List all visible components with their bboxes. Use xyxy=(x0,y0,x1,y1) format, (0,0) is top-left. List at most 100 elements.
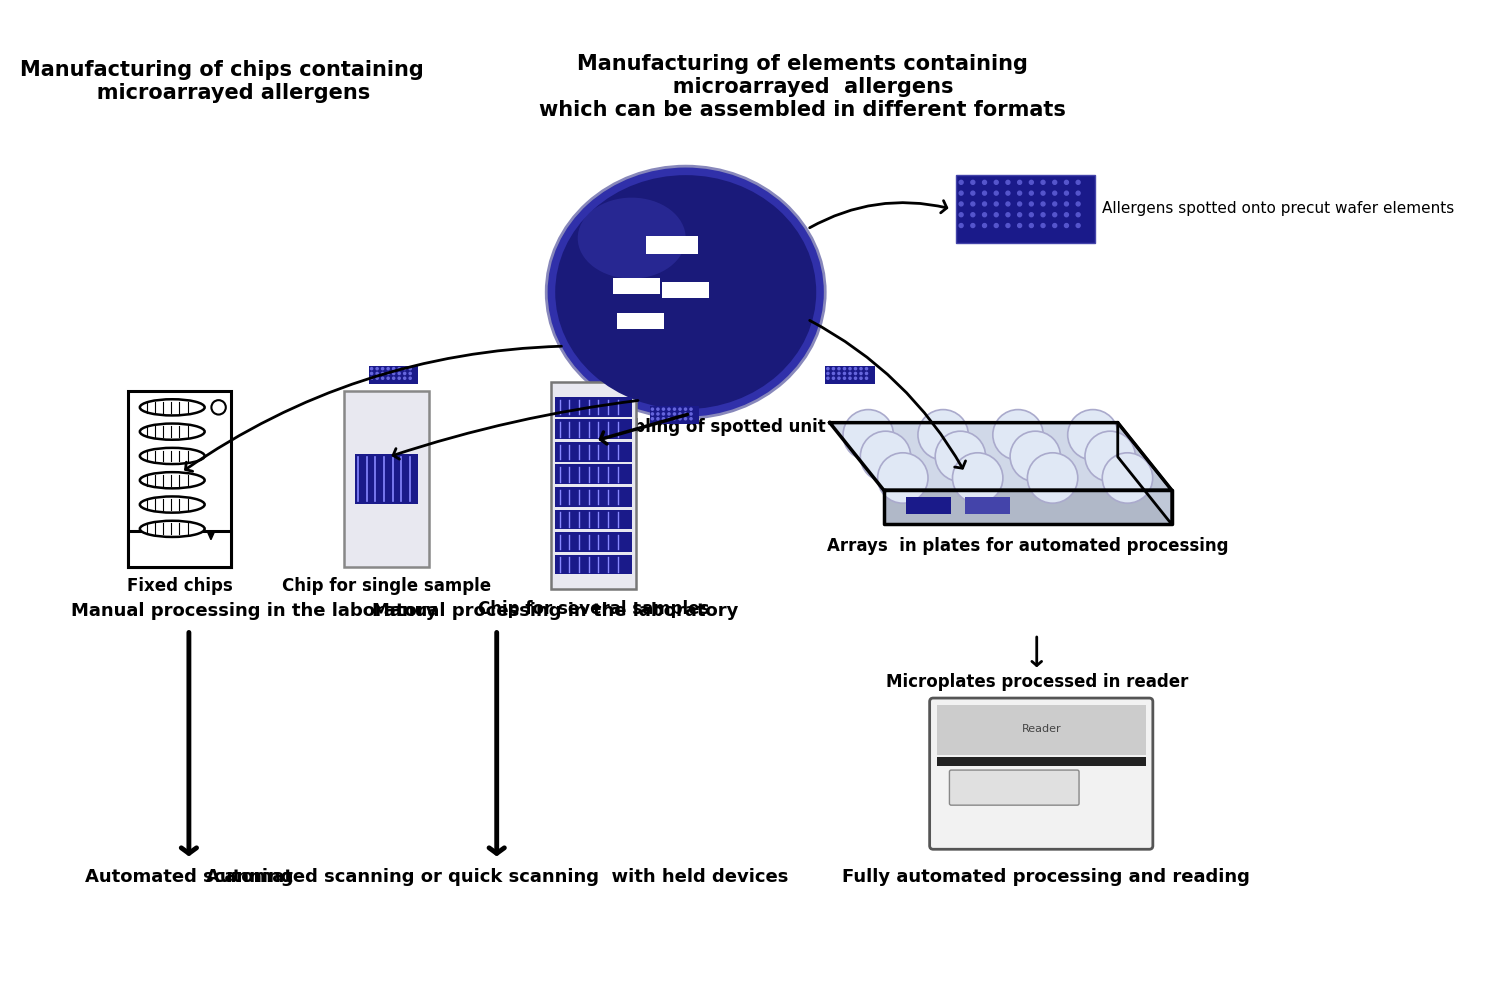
Circle shape xyxy=(855,377,856,379)
Circle shape xyxy=(397,368,400,370)
Bar xyxy=(127,531,232,566)
Text: Manufacturing of elements containing
   microarrayed  allergens
which can be ass: Manufacturing of elements containing mic… xyxy=(539,54,1067,120)
Circle shape xyxy=(376,368,378,370)
Circle shape xyxy=(668,408,669,410)
Circle shape xyxy=(1005,191,1010,195)
Circle shape xyxy=(1017,223,1022,227)
Circle shape xyxy=(843,410,893,460)
Bar xyxy=(937,705,1146,755)
Circle shape xyxy=(844,373,846,375)
Text: Reader: Reader xyxy=(1022,723,1061,733)
Circle shape xyxy=(678,413,681,415)
Circle shape xyxy=(855,373,856,375)
Text: Manufacturing of chips containing
   microarrayed allergens: Manufacturing of chips containing microa… xyxy=(21,60,424,103)
Circle shape xyxy=(849,373,852,375)
Circle shape xyxy=(1005,212,1010,216)
Circle shape xyxy=(371,373,372,375)
Text: Assembling of spotted unit: Assembling of spotted unit xyxy=(572,418,826,436)
Bar xyxy=(556,420,632,439)
Circle shape xyxy=(1029,202,1034,205)
Circle shape xyxy=(1017,202,1022,205)
Bar xyxy=(551,382,636,589)
Circle shape xyxy=(409,373,411,375)
Polygon shape xyxy=(1118,423,1171,524)
Circle shape xyxy=(994,180,998,185)
Circle shape xyxy=(844,368,846,370)
Ellipse shape xyxy=(556,175,816,409)
Circle shape xyxy=(1010,432,1061,482)
Text: Manual processing in the laboratory: Manual processing in the laboratory xyxy=(70,602,436,619)
Bar xyxy=(556,487,632,507)
Bar xyxy=(613,278,660,294)
Circle shape xyxy=(668,413,669,415)
Circle shape xyxy=(1005,180,1010,185)
Circle shape xyxy=(1064,191,1068,195)
Circle shape xyxy=(953,453,1002,503)
Bar xyxy=(907,497,952,513)
Text: Manual processing in the laboratory: Manual processing in the laboratory xyxy=(372,602,738,619)
Circle shape xyxy=(387,368,390,370)
Circle shape xyxy=(1053,212,1056,216)
Circle shape xyxy=(865,368,868,370)
Circle shape xyxy=(959,191,964,195)
Circle shape xyxy=(674,413,675,415)
Circle shape xyxy=(983,191,986,195)
Bar xyxy=(344,391,429,566)
Bar xyxy=(650,406,699,425)
Text: Chip for single sample: Chip for single sample xyxy=(282,577,492,596)
Circle shape xyxy=(1028,453,1077,503)
Circle shape xyxy=(832,377,835,379)
Text: Allergens spotted onto precut wafer elements: Allergens spotted onto precut wafer elem… xyxy=(1103,202,1455,216)
Ellipse shape xyxy=(140,496,205,513)
Circle shape xyxy=(1064,202,1068,205)
Circle shape xyxy=(959,180,964,185)
Text: Automated scanning: Automated scanning xyxy=(85,868,293,886)
Bar xyxy=(556,532,632,551)
Circle shape xyxy=(397,377,400,379)
Circle shape xyxy=(409,368,411,370)
Bar xyxy=(354,454,418,503)
Circle shape xyxy=(1053,180,1056,185)
Circle shape xyxy=(1029,180,1034,185)
Circle shape xyxy=(1064,180,1068,185)
Bar xyxy=(825,366,874,384)
Circle shape xyxy=(409,377,411,379)
Circle shape xyxy=(994,191,998,195)
Circle shape xyxy=(678,408,681,410)
Circle shape xyxy=(1017,191,1022,195)
Circle shape xyxy=(935,432,986,482)
Circle shape xyxy=(971,191,974,195)
Circle shape xyxy=(1029,212,1034,216)
Circle shape xyxy=(826,368,829,370)
Circle shape xyxy=(393,377,394,379)
Circle shape xyxy=(959,223,964,227)
Circle shape xyxy=(1029,191,1034,195)
Circle shape xyxy=(657,408,659,410)
Circle shape xyxy=(690,408,692,410)
Circle shape xyxy=(668,418,669,420)
Circle shape xyxy=(662,413,665,415)
Circle shape xyxy=(684,408,687,410)
Circle shape xyxy=(1041,202,1044,205)
Circle shape xyxy=(849,377,852,379)
Circle shape xyxy=(651,418,653,420)
Circle shape xyxy=(1005,202,1010,205)
Bar xyxy=(556,397,632,417)
Circle shape xyxy=(865,373,868,375)
FancyBboxPatch shape xyxy=(929,698,1153,849)
Circle shape xyxy=(959,202,964,205)
Circle shape xyxy=(387,373,390,375)
Bar xyxy=(556,442,632,462)
Circle shape xyxy=(651,413,653,415)
Ellipse shape xyxy=(578,198,686,278)
Circle shape xyxy=(983,223,986,227)
Bar xyxy=(662,282,710,299)
Circle shape xyxy=(371,368,372,370)
Circle shape xyxy=(865,377,868,379)
Circle shape xyxy=(397,373,400,375)
Circle shape xyxy=(1053,202,1056,205)
Circle shape xyxy=(994,202,998,205)
Circle shape xyxy=(971,202,974,205)
Circle shape xyxy=(826,373,829,375)
Circle shape xyxy=(826,377,829,379)
